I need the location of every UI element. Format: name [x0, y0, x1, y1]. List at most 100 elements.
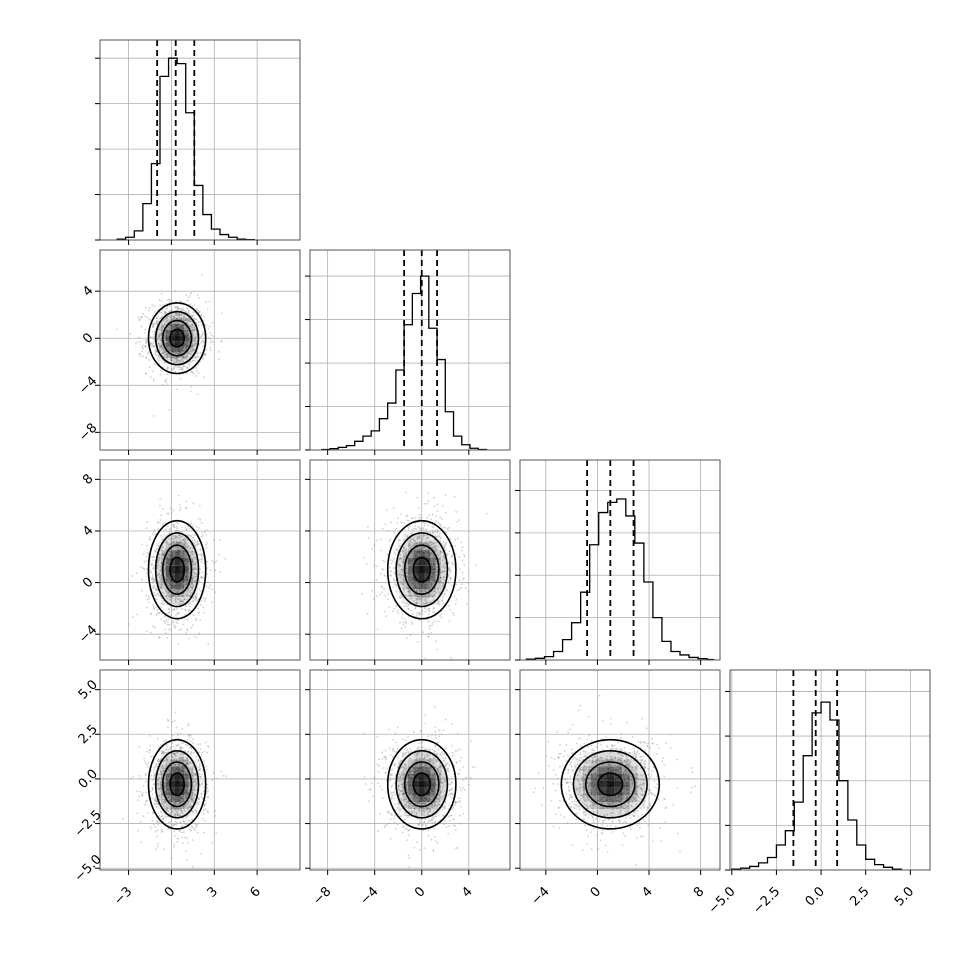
scatter-point [425, 596, 428, 599]
scatter-point [194, 595, 197, 598]
scatter-point [186, 822, 189, 825]
scatter-point [191, 577, 193, 580]
scatter-point [192, 811, 194, 813]
scatter-point [145, 372, 147, 375]
density-cell [184, 335, 189, 341]
density-cell [165, 329, 171, 336]
scatter-point [154, 310, 156, 313]
scatter-point [159, 504, 161, 507]
scatter-point [161, 765, 164, 767]
scatter-point [166, 354, 169, 356]
scatter-point [147, 351, 150, 354]
scatter-point [152, 326, 154, 329]
scatter-point [174, 370, 177, 373]
scatter-point [428, 514, 431, 516]
scatter-point [193, 812, 196, 815]
scatter-point [201, 576, 203, 579]
scatter-point [207, 642, 210, 645]
scatter-point [192, 502, 195, 505]
scatter-point [159, 759, 161, 762]
scatter-point [428, 592, 431, 595]
scatter-point [140, 316, 143, 319]
scatter-point [451, 808, 454, 810]
scatter-point [433, 607, 435, 609]
scatter-point [439, 577, 442, 579]
scatter-point [410, 532, 413, 534]
scatter-point [418, 742, 421, 745]
scatter-point [142, 815, 145, 818]
scatter-point [207, 811, 209, 814]
scatter-point [411, 584, 414, 587]
scatter-point [153, 579, 156, 582]
scatter-point [430, 601, 432, 603]
density-cell [435, 534, 441, 543]
scatter-point [380, 572, 382, 575]
scatter-point [424, 522, 427, 525]
scatter-point [155, 317, 158, 320]
scatter-point [161, 325, 164, 328]
scatter-point [399, 810, 401, 813]
scatter-point [406, 536, 409, 538]
density-cell [419, 573, 425, 582]
scatter-point [209, 338, 212, 340]
scatter-point [189, 361, 192, 363]
scatter-point [448, 526, 450, 529]
scatter-point [162, 801, 165, 803]
scatter-point [411, 517, 414, 519]
scatter-point [168, 349, 171, 352]
scatter-point [199, 780, 201, 782]
scatter-point [204, 353, 206, 356]
scatter-point [183, 771, 186, 773]
scatter-point [156, 593, 159, 595]
scatter-point [193, 304, 196, 306]
scatter-point [179, 747, 181, 750]
scatter-point [198, 296, 200, 299]
scatter-point [433, 554, 435, 557]
scatter-point [163, 323, 166, 326]
scatter-point [409, 547, 412, 549]
scatter-point [393, 551, 396, 553]
scatter-point [177, 589, 180, 591]
scatter-point [183, 597, 186, 600]
scatter-point [170, 298, 173, 300]
scatter-point [439, 576, 442, 579]
density-cell [165, 324, 171, 330]
scatter-point [442, 795, 445, 798]
scatter-point [447, 605, 450, 607]
scatter-point [181, 727, 184, 730]
scatter-point [195, 342, 198, 345]
density-cell [397, 589, 403, 598]
scatter-point [193, 348, 196, 351]
scatter-point [440, 551, 442, 554]
density-cell [188, 358, 194, 364]
scatter-point [456, 537, 459, 540]
scatter-point [191, 305, 194, 308]
scatter-point [420, 540, 423, 543]
scatter-point [395, 527, 398, 530]
scatter-point [201, 571, 204, 573]
scatter-point [195, 329, 197, 332]
scatter-point [152, 555, 155, 558]
scatter-point [424, 595, 427, 597]
scatter-point [458, 579, 461, 581]
scatter-point [173, 589, 176, 592]
scatter-point [198, 751, 201, 754]
scatter-point [178, 509, 181, 511]
scatter-point [411, 587, 414, 590]
scatter-point [401, 613, 404, 616]
scatter-point [178, 803, 181, 806]
scatter-point [433, 505, 436, 507]
scatter-point [410, 582, 413, 584]
scatter-point [144, 345, 146, 348]
scatter-point [179, 352, 182, 354]
scatter-point [179, 308, 182, 310]
scatter-point [202, 786, 205, 788]
scatter-point [189, 594, 192, 596]
scatter-point [199, 767, 202, 770]
scatter-point [419, 548, 421, 551]
scatter-point [159, 575, 161, 577]
scatter-point [159, 583, 162, 585]
scatter-point [167, 553, 170, 555]
scatter-point [170, 760, 173, 763]
scatter-point [184, 547, 187, 549]
